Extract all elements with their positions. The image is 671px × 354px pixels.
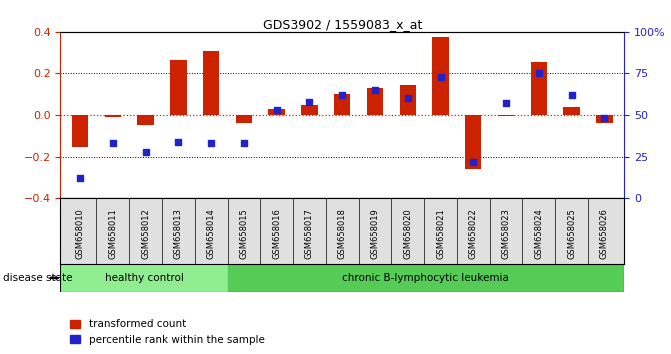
Bar — [399, 85, 416, 115]
Point — [533, 71, 544, 76]
Text: disease state: disease state — [3, 273, 73, 283]
Text: GSM658018: GSM658018 — [338, 208, 347, 259]
Bar — [432, 37, 449, 115]
Point — [74, 176, 85, 181]
Text: healthy control: healthy control — [105, 273, 183, 283]
Bar — [72, 115, 89, 147]
Text: GSM658012: GSM658012 — [141, 208, 150, 259]
Point — [566, 92, 577, 98]
Bar — [236, 115, 252, 124]
Bar — [170, 60, 187, 115]
Text: GSM658022: GSM658022 — [469, 208, 478, 259]
Point — [107, 141, 118, 146]
Point — [435, 74, 446, 80]
Text: GSM658010: GSM658010 — [76, 208, 85, 259]
Point — [304, 99, 315, 104]
Bar — [498, 115, 514, 116]
Text: GSM658021: GSM658021 — [436, 208, 445, 259]
Point — [370, 87, 380, 93]
Text: GSM658025: GSM658025 — [567, 208, 576, 259]
Bar — [465, 115, 482, 169]
Point — [403, 96, 413, 101]
Text: chronic B-lymphocytic leukemia: chronic B-lymphocytic leukemia — [342, 273, 509, 283]
Text: GSM658026: GSM658026 — [600, 208, 609, 259]
Point — [337, 92, 348, 98]
Point — [238, 141, 249, 146]
Point — [599, 115, 610, 121]
Bar — [60, 264, 227, 292]
Text: GSM658013: GSM658013 — [174, 208, 183, 259]
Bar — [334, 94, 350, 115]
Text: GSM658011: GSM658011 — [108, 208, 117, 259]
Point — [140, 149, 151, 154]
Bar — [138, 115, 154, 125]
Bar — [227, 264, 624, 292]
Text: GSM658014: GSM658014 — [207, 208, 215, 259]
Bar — [301, 105, 317, 115]
Point — [468, 159, 478, 165]
Legend: transformed count, percentile rank within the sample: transformed count, percentile rank withi… — [66, 315, 268, 349]
Bar — [564, 107, 580, 115]
Text: GSM658020: GSM658020 — [403, 208, 412, 259]
Text: GSM658023: GSM658023 — [501, 208, 511, 259]
Bar — [531, 62, 547, 115]
Title: GDS3902 / 1559083_x_at: GDS3902 / 1559083_x_at — [262, 18, 422, 31]
Text: GSM658017: GSM658017 — [305, 208, 314, 259]
Bar — [268, 109, 285, 115]
Bar — [105, 115, 121, 117]
Point — [173, 139, 184, 144]
Text: GSM658019: GSM658019 — [370, 208, 380, 259]
Text: GSM658024: GSM658024 — [534, 208, 544, 259]
Point — [501, 101, 511, 106]
Text: GSM658016: GSM658016 — [272, 208, 281, 259]
Point — [271, 107, 282, 113]
Bar — [367, 88, 383, 115]
Point — [206, 141, 217, 146]
Bar — [596, 115, 613, 124]
Text: GSM658015: GSM658015 — [240, 208, 248, 259]
Bar — [203, 51, 219, 115]
